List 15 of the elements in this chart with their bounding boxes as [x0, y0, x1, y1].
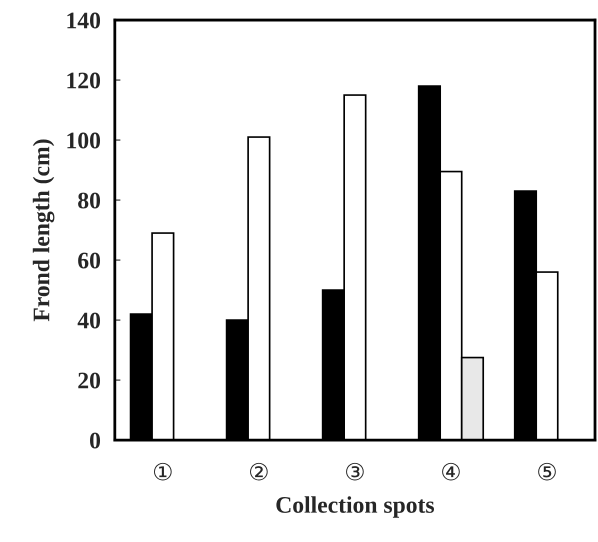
- x-tick-label: ③: [346, 462, 364, 480]
- x-tick-label: ⑤: [538, 462, 556, 480]
- y-axis-title: Frond length (cm): [32, 140, 54, 322]
- y-tick-label: 100: [67, 132, 100, 148]
- x-tick-label: ①: [154, 462, 172, 480]
- y-tick-label: 40: [78, 312, 100, 329]
- y-tick-label: 80: [78, 192, 100, 208]
- y-tick-label: 140: [67, 12, 100, 28]
- x-tick-label: ②: [250, 462, 268, 480]
- x-tick-label: ④: [442, 462, 460, 480]
- y-tick-label: 0: [90, 432, 100, 449]
- y-tick-label: 20: [78, 372, 100, 389]
- y-tick-label: 60: [78, 252, 100, 269]
- y-tick-label: 120: [67, 72, 100, 88]
- x-axis-title: Collection spots: [276, 496, 434, 518]
